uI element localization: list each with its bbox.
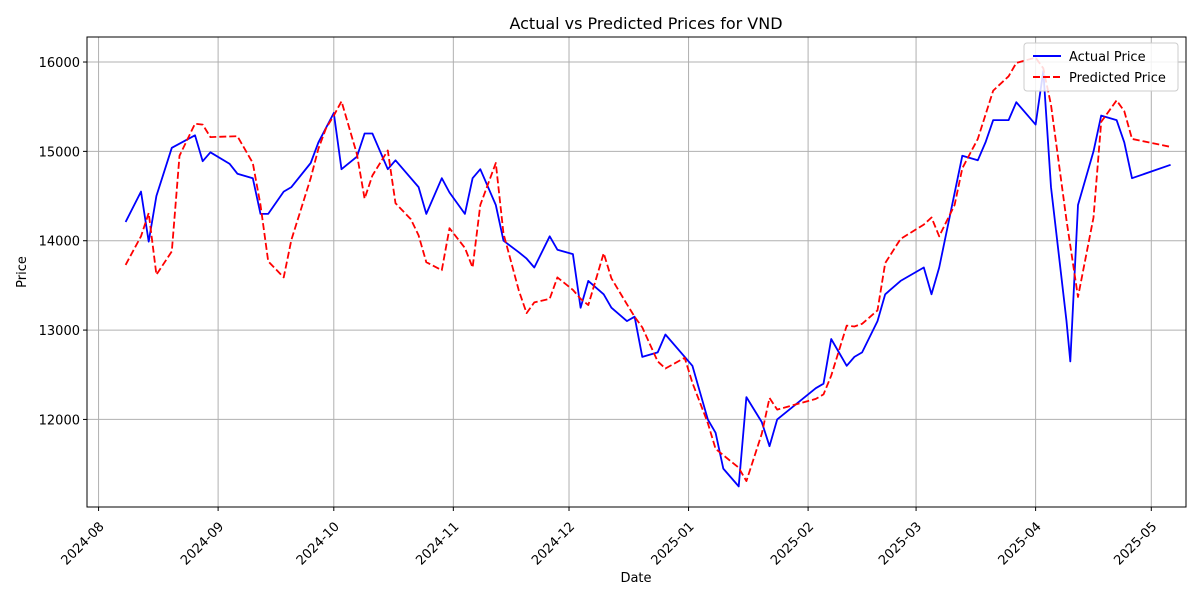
legend-box — [1023, 42, 1179, 92]
y-tick-label: 13000 — [39, 324, 80, 339]
y-axis-label: Price — [15, 256, 30, 288]
y-tick-label: 15000 — [39, 145, 80, 160]
axes-frame — [86, 36, 1187, 508]
grid — [87, 37, 1186, 507]
legend-label-predicted: Predicted Price — [1069, 71, 1166, 86]
plot-area — [124, 56, 1171, 488]
legend: Actual Price Predicted Price — [1023, 42, 1179, 92]
legend-label-actual: Actual Price — [1069, 50, 1146, 65]
y-tick-label: 16000 — [39, 56, 80, 71]
y-axis: 12000 13000 14000 15000 16000 — [39, 56, 87, 428]
series-line-predicted — [124, 56, 1171, 483]
chart-title: Actual vs Predicted Prices for VND — [509, 14, 782, 33]
series-line-actual — [124, 70, 1171, 488]
x-axis-label: Date — [620, 571, 651, 586]
y-tick-label: 12000 — [39, 413, 80, 428]
y-tick-label: 14000 — [39, 235, 80, 250]
